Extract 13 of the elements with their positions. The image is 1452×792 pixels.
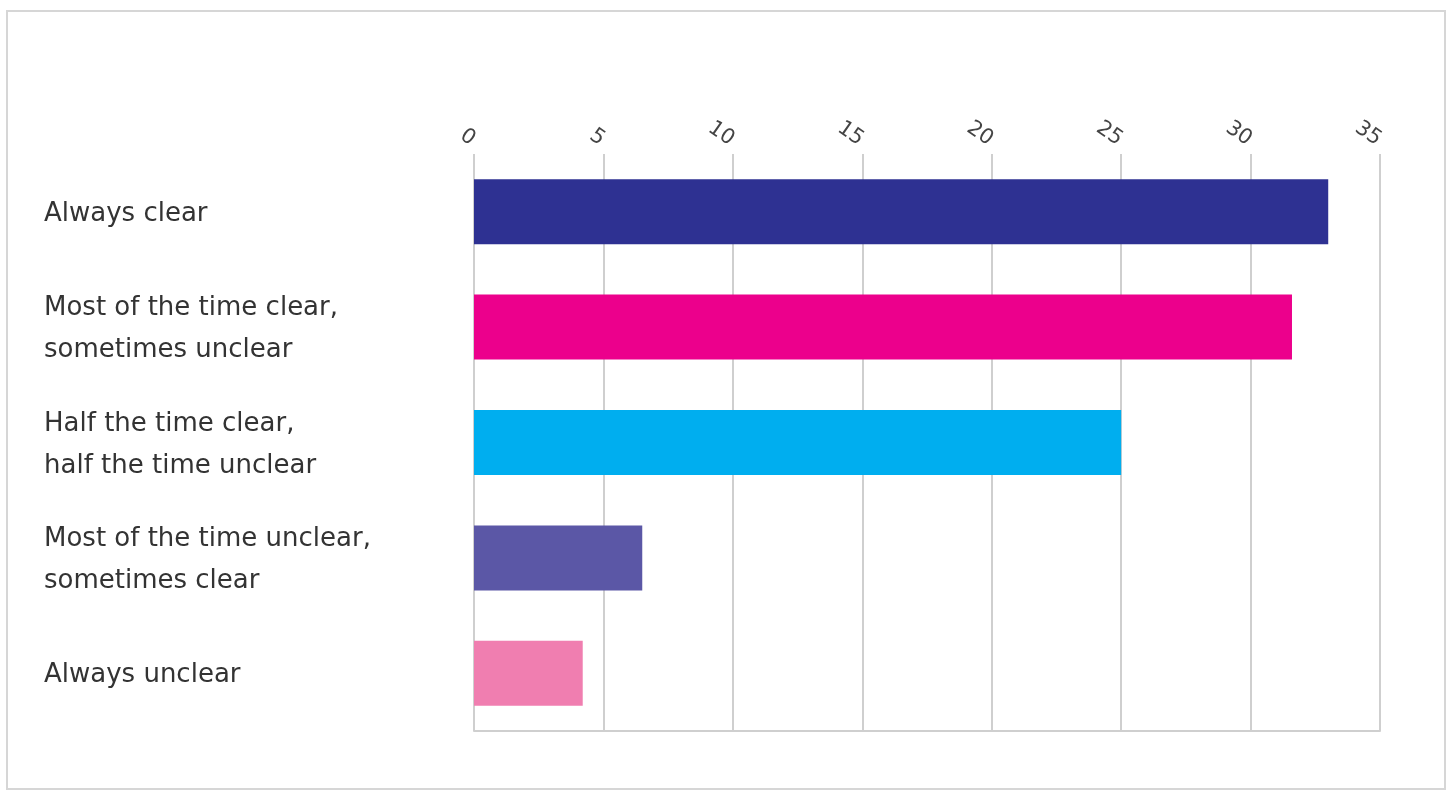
x-tick-label: 35 <box>1351 114 1387 150</box>
x-tick-label: 0 <box>456 122 481 150</box>
y-tick-label: Always unclear <box>44 658 241 689</box>
x-tick-label: 10 <box>704 114 740 150</box>
y-tick-label: Always clear <box>44 196 208 227</box>
x-tick-label: 20 <box>962 114 999 150</box>
y-tick-label: Half the time clear, half the time unclear <box>44 406 317 479</box>
x-tick-label: 15 <box>833 114 870 150</box>
y-tick-label: Most of the time clear, sometimes unclear <box>44 291 339 364</box>
y-tick-label: Most of the time unclear, sometimes clear <box>44 521 371 594</box>
x-tick-label: 5 <box>585 122 611 150</box>
x-tick-label: 25 <box>1092 114 1129 150</box>
x-tick-label: 30 <box>1221 114 1258 150</box>
